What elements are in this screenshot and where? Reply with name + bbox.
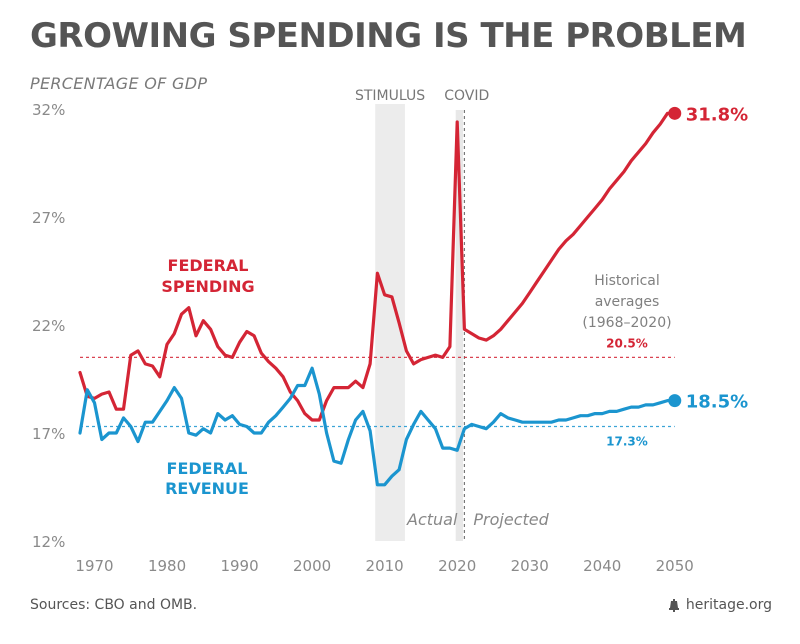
covid-label: COVID <box>444 88 489 104</box>
y-tick-label: 17% <box>32 425 65 443</box>
revenue-average-label: 17.3% <box>606 435 648 449</box>
chart-title: GROWING SPENDING IS THE PROBLEM <box>30 16 747 56</box>
x-tick-label: 2050 <box>656 557 694 575</box>
y-tick-label: 12% <box>32 533 65 551</box>
x-tick-label: 2010 <box>366 557 404 575</box>
revenue-series-label: REVENUE <box>165 479 249 498</box>
spending-series-label: SPENDING <box>161 277 254 296</box>
covid-shaded-band <box>455 110 463 541</box>
projected-label: Projected <box>473 510 549 529</box>
spending-line <box>78 111 677 422</box>
actual-label: Actual <box>406 510 458 529</box>
historical-averages-note: Historical <box>594 273 660 289</box>
source-note: Sources: CBO and OMB. <box>30 597 198 613</box>
revenue-end-point <box>668 394 682 408</box>
y-tick-label: 22% <box>32 317 65 335</box>
y-tick-label: 27% <box>32 209 65 227</box>
spending-average-label: 20.5% <box>606 336 648 350</box>
x-tick-label: 2030 <box>511 557 549 575</box>
liberty-bell-icon <box>668 598 679 612</box>
spending-end-label: 31.8% <box>686 104 748 125</box>
x-tick-label: 2000 <box>293 557 331 575</box>
x-tick-label: 1980 <box>148 557 186 575</box>
brand[interactable]: heritage.org <box>668 597 772 613</box>
revenue-end-label: 18.5% <box>686 392 748 413</box>
revenue-series-label: FEDERAL <box>167 459 248 478</box>
y-axis-unit-label: PERCENTAGE OF GDP <box>30 74 208 93</box>
x-tick-label: 2020 <box>438 557 476 575</box>
y-tick-label: 32% <box>32 101 65 119</box>
stimulus-label: STIMULUS <box>355 88 425 104</box>
x-tick-label: 1990 <box>220 557 258 575</box>
revenue-line <box>78 366 677 487</box>
spending-series-label: FEDERAL <box>168 256 249 275</box>
x-tick-label: 1970 <box>75 557 113 575</box>
historical-averages-note: averages <box>595 294 660 310</box>
spending-end-point <box>668 106 682 120</box>
x-tick-label: 2040 <box>583 557 621 575</box>
historical-averages-note: (1968–2020) <box>582 315 671 331</box>
brand-name: heritage.org <box>685 597 772 613</box>
